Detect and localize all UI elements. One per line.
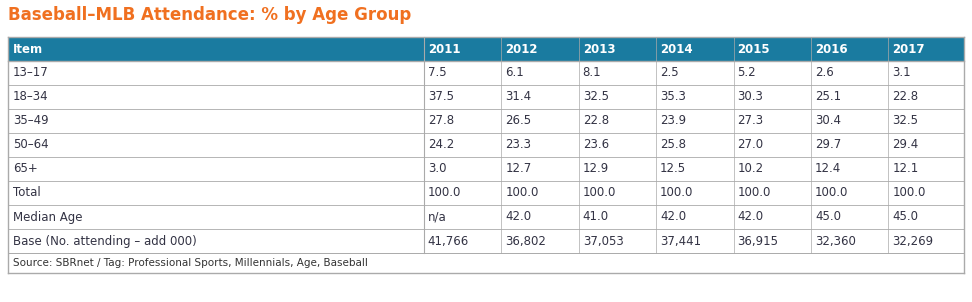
Bar [8, 157, 964, 181]
Text: 45.0: 45.0 [892, 210, 919, 223]
Text: 2017: 2017 [892, 43, 925, 56]
Text: 25.8: 25.8 [660, 139, 686, 152]
Text: 24.2: 24.2 [428, 139, 454, 152]
Text: 23.6: 23.6 [583, 139, 608, 152]
Text: 29.4: 29.4 [892, 139, 919, 152]
Text: 29.7: 29.7 [816, 139, 842, 152]
Text: 30.3: 30.3 [738, 91, 763, 104]
Text: 36,915: 36,915 [738, 234, 779, 248]
Text: 50–64: 50–64 [13, 139, 49, 152]
Text: 37,441: 37,441 [660, 234, 701, 248]
Bar [8, 253, 964, 273]
Text: 2011: 2011 [428, 43, 461, 56]
Text: Source: SBRnet / Tag: Professional Sports, Millennials, Age, Baseball: Source: SBRnet / Tag: Professional Sport… [13, 258, 367, 268]
Text: 100.0: 100.0 [738, 187, 771, 200]
Text: 3.1: 3.1 [892, 66, 911, 79]
Text: 35–49: 35–49 [13, 114, 49, 127]
Text: 8.1: 8.1 [583, 66, 602, 79]
Text: 42.0: 42.0 [738, 210, 764, 223]
Text: 37.5: 37.5 [428, 91, 454, 104]
Text: 27.3: 27.3 [738, 114, 764, 127]
Text: 18–34: 18–34 [13, 91, 49, 104]
Text: 32,269: 32,269 [892, 234, 933, 248]
Bar [8, 61, 964, 85]
Text: 2016: 2016 [816, 43, 848, 56]
Bar [8, 133, 964, 157]
Text: Total: Total [13, 187, 41, 200]
Text: 13–17: 13–17 [13, 66, 49, 79]
Text: n/a: n/a [428, 210, 446, 223]
Text: 32.5: 32.5 [583, 91, 608, 104]
Text: 27.0: 27.0 [738, 139, 764, 152]
Bar [8, 205, 964, 229]
Text: 5.2: 5.2 [738, 66, 756, 79]
Text: 100.0: 100.0 [660, 187, 694, 200]
Text: Baseball–MLB Attendance: % by Age Group: Baseball–MLB Attendance: % by Age Group [8, 6, 411, 24]
Text: 32,360: 32,360 [816, 234, 856, 248]
Bar [8, 85, 964, 109]
Text: 100.0: 100.0 [892, 187, 926, 200]
Text: 2015: 2015 [738, 43, 770, 56]
Text: 2.6: 2.6 [816, 66, 834, 79]
Text: 7.5: 7.5 [428, 66, 446, 79]
Text: 31.4: 31.4 [505, 91, 532, 104]
Text: 42.0: 42.0 [660, 210, 686, 223]
Text: Base (No. attending – add 000): Base (No. attending – add 000) [13, 234, 196, 248]
Text: 12.1: 12.1 [892, 162, 919, 175]
Bar [8, 181, 964, 205]
Bar [8, 229, 964, 253]
Text: 42.0: 42.0 [505, 210, 532, 223]
Text: 36,802: 36,802 [505, 234, 546, 248]
Bar [8, 37, 964, 61]
Text: Median Age: Median Age [13, 210, 83, 223]
Text: 65+: 65+ [13, 162, 38, 175]
Text: 100.0: 100.0 [505, 187, 538, 200]
Text: 3.0: 3.0 [428, 162, 446, 175]
Text: 12.7: 12.7 [505, 162, 532, 175]
Text: 12.5: 12.5 [660, 162, 686, 175]
Text: 10.2: 10.2 [738, 162, 764, 175]
Text: 41.0: 41.0 [583, 210, 608, 223]
Text: 6.1: 6.1 [505, 66, 524, 79]
Text: 12.9: 12.9 [583, 162, 609, 175]
Text: 2.5: 2.5 [660, 66, 678, 79]
Text: 27.8: 27.8 [428, 114, 454, 127]
Text: 23.3: 23.3 [505, 139, 532, 152]
Text: 32.5: 32.5 [892, 114, 919, 127]
Text: 41,766: 41,766 [428, 234, 469, 248]
Text: 35.3: 35.3 [660, 91, 686, 104]
Text: 37,053: 37,053 [583, 234, 623, 248]
Text: 22.8: 22.8 [583, 114, 608, 127]
Text: 23.9: 23.9 [660, 114, 686, 127]
Text: 26.5: 26.5 [505, 114, 532, 127]
Text: 30.4: 30.4 [816, 114, 841, 127]
Text: 45.0: 45.0 [816, 210, 841, 223]
Text: 100.0: 100.0 [428, 187, 462, 200]
Text: Item: Item [13, 43, 43, 56]
Text: 100.0: 100.0 [816, 187, 849, 200]
Text: 22.8: 22.8 [892, 91, 919, 104]
Text: 2014: 2014 [660, 43, 693, 56]
Text: 100.0: 100.0 [583, 187, 616, 200]
Text: 2012: 2012 [505, 43, 538, 56]
Bar [8, 109, 964, 133]
Text: 2013: 2013 [583, 43, 615, 56]
Text: 25.1: 25.1 [816, 91, 841, 104]
Text: 12.4: 12.4 [816, 162, 842, 175]
